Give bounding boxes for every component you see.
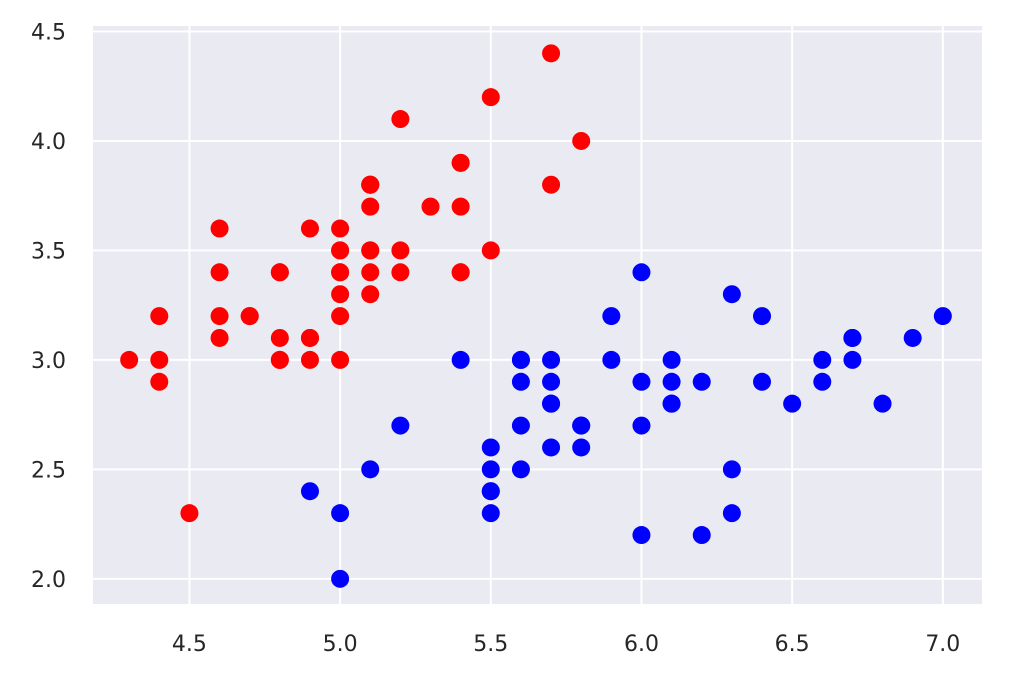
data-point-series-2 (783, 394, 802, 413)
data-point-series-2 (873, 394, 892, 413)
data-point-series-2 (632, 372, 651, 391)
data-point-series-1 (331, 219, 350, 238)
data-point-series-1 (542, 44, 561, 63)
data-point-series-2 (391, 416, 410, 435)
x-tick-label: 4.5 (172, 632, 207, 657)
y-tick-label: 2.5 (31, 458, 66, 483)
x-tick-label: 6.5 (775, 632, 810, 657)
data-point-series-1 (331, 285, 350, 304)
data-point-series-2 (481, 482, 500, 501)
data-point-series-2 (481, 438, 500, 457)
data-point-series-2 (331, 504, 350, 523)
data-point-series-2 (843, 328, 862, 347)
data-point-series-1 (451, 263, 470, 282)
data-point-series-2 (662, 394, 681, 413)
data-point-series-2 (722, 460, 741, 479)
data-point-series-1 (300, 328, 319, 347)
data-point-series-1 (391, 263, 410, 282)
data-point-series-2 (572, 438, 591, 457)
data-point-series-2 (542, 350, 561, 369)
data-point-series-2 (542, 438, 561, 457)
data-point-series-1 (331, 241, 350, 260)
data-point-series-1 (150, 372, 169, 391)
data-point-series-2 (722, 504, 741, 523)
data-point-series-1 (331, 350, 350, 369)
data-point-series-1 (391, 110, 410, 129)
data-point-series-2 (542, 372, 561, 391)
data-point-series-1 (361, 263, 380, 282)
data-point-series-2 (511, 372, 530, 391)
data-point-series-2 (632, 416, 651, 435)
data-point-series-2 (662, 350, 681, 369)
y-tick-label: 4.5 (31, 20, 66, 45)
data-point-series-2 (692, 526, 711, 545)
data-point-series-2 (843, 350, 862, 369)
data-point-series-1 (421, 197, 440, 216)
data-point-series-1 (451, 197, 470, 216)
data-point-series-1 (481, 88, 500, 107)
data-point-series-1 (210, 328, 229, 347)
y-axis-ticks: 2.0 2.5 3.0 3.5 4.0 4.5 (31, 20, 66, 592)
data-point-series-2 (542, 394, 561, 413)
data-point-series-1 (300, 219, 319, 238)
y-tick-label: 3.5 (31, 239, 66, 264)
x-tick-label: 5.0 (323, 632, 358, 657)
data-point-series-1 (210, 219, 229, 238)
data-point-series-2 (933, 307, 952, 326)
data-point-series-2 (753, 307, 772, 326)
data-point-series-2 (632, 263, 651, 282)
data-point-series-2 (903, 328, 922, 347)
data-point-series-1 (210, 307, 229, 326)
data-point-series-2 (632, 526, 651, 545)
data-point-series-1 (270, 263, 289, 282)
data-point-series-2 (602, 350, 621, 369)
data-point-series-2 (722, 285, 741, 304)
data-point-series-2 (511, 460, 530, 479)
data-point-series-1 (361, 175, 380, 194)
data-point-series-1 (150, 350, 169, 369)
data-point-series-2 (692, 372, 711, 391)
data-point-series-2 (511, 416, 530, 435)
data-point-series-1 (270, 350, 289, 369)
data-point-series-2 (753, 372, 772, 391)
data-points (120, 44, 952, 588)
data-point-series-2 (300, 482, 319, 501)
data-point-series-1 (300, 350, 319, 369)
data-point-series-2 (481, 460, 500, 479)
data-point-series-1 (361, 285, 380, 304)
x-tick-label: 6.0 (624, 632, 659, 657)
data-point-series-2 (331, 569, 350, 588)
data-point-series-1 (391, 241, 410, 260)
data-point-series-1 (180, 504, 199, 523)
data-point-series-2 (662, 372, 681, 391)
data-point-series-1 (451, 153, 470, 172)
data-point-series-2 (361, 460, 380, 479)
data-point-series-2 (511, 350, 530, 369)
x-tick-label: 5.5 (473, 632, 508, 657)
data-point-series-1 (270, 328, 289, 347)
data-point-series-2 (572, 416, 591, 435)
data-point-series-2 (813, 350, 832, 369)
x-axis-ticks: 4.5 5.0 5.5 6.0 6.5 7.0 (172, 632, 960, 657)
data-point-series-1 (542, 175, 561, 194)
data-point-series-1 (572, 131, 591, 150)
data-point-series-1 (240, 307, 259, 326)
data-point-series-1 (150, 307, 169, 326)
data-point-series-1 (331, 307, 350, 326)
data-point-series-1 (210, 263, 229, 282)
data-point-series-1 (331, 263, 350, 282)
data-point-series-2 (481, 504, 500, 523)
data-point-series-1 (361, 197, 380, 216)
data-point-series-2 (813, 372, 832, 391)
x-tick-label: 7.0 (925, 632, 960, 657)
data-point-series-2 (602, 307, 621, 326)
data-point-series-1 (361, 241, 380, 260)
data-point-series-2 (451, 350, 470, 369)
data-point-series-1 (120, 350, 139, 369)
y-tick-label: 4.0 (31, 130, 66, 155)
y-tick-label: 3.0 (31, 349, 66, 374)
data-point-series-1 (481, 241, 500, 260)
y-tick-label: 2.0 (31, 568, 66, 593)
